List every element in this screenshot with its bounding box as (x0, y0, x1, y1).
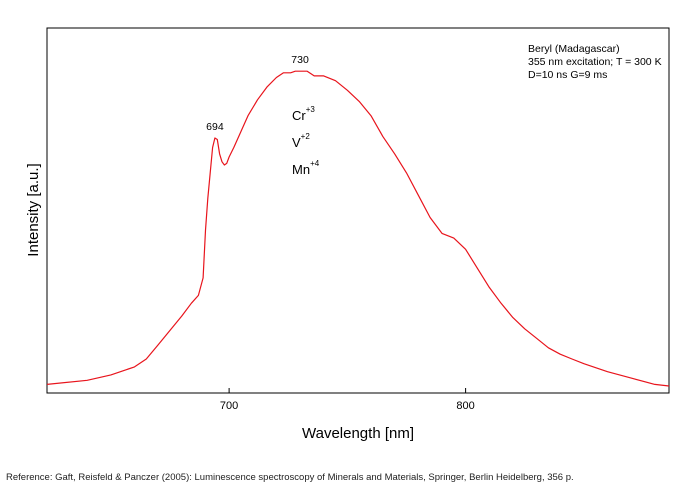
x-tick-label: 700 (220, 400, 238, 412)
info-line: Beryl (Madagascar) (528, 43, 620, 55)
info-line: D=10 ns G=9 ms (528, 69, 607, 81)
peak-label: 694 (206, 121, 224, 133)
info-line: 355 nm excitation; T = 300 K (528, 56, 662, 68)
info-text: Beryl (Madagascar)355 nm excitation; T =… (528, 43, 662, 81)
reference-text: Reference: Gaft, Reisfeld & Panczer (200… (6, 472, 574, 483)
x-axis-label: Wavelength [nm] (302, 425, 414, 442)
peak-annotations: 694 730 (206, 54, 309, 133)
ion-label: V+2 (292, 132, 310, 150)
ion-labels: Cr+3 V+2 Mn+4 (292, 105, 320, 177)
ion-label: Cr+3 (292, 105, 315, 123)
x-tick-label: 800 (456, 400, 474, 412)
y-axis-label: Intensity [a.u.] (25, 163, 42, 256)
ion-label: Mn+4 (292, 159, 320, 177)
x-axis-ticks: 700 800 (220, 388, 475, 412)
series-line-spectrum (46, 70, 670, 387)
peak-label: 730 (291, 54, 309, 66)
plot-frame (46, 27, 670, 394)
